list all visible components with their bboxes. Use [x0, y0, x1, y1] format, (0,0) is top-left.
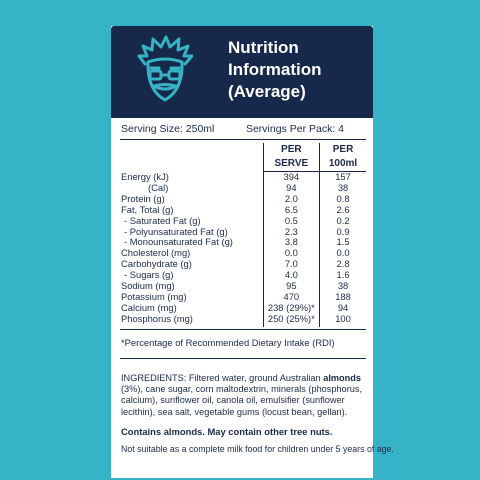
ingredients-text: INGREDIENTS: Filtered water, ground Aust… — [120, 357, 366, 418]
per-serve-value: 250 (25%)* — [262, 313, 320, 327]
table-row: (Cal) 94 38 — [120, 181, 366, 194]
table-row: - Monounsaturated Fat (g) 3.8 1.5 — [120, 236, 366, 249]
per-serve-value: 4.0 — [262, 269, 320, 282]
nutrient-name: Energy (kJ) — [121, 170, 169, 182]
title-line-1: Nutrition — [228, 38, 299, 57]
per-100ml-value: 2.6 — [319, 204, 366, 216]
table-row: Potassium (mg) 470 188 — [120, 290, 366, 303]
per-serve-value: 238 (29%)* — [262, 302, 320, 314]
servings-per-pack: Servings Per Pack: 4 — [245, 123, 344, 135]
nutrient-name: Potassium (mg) — [121, 290, 187, 302]
title-line-2: Information — [228, 60, 322, 79]
per-serve-value: 2.0 — [262, 193, 320, 205]
allergen-statement: Contains almonds. May contain other tree… — [121, 425, 333, 437]
nutrient-name: - Monounsaturated Fat (g) — [124, 236, 233, 248]
per-100ml-value: 38 — [319, 280, 366, 292]
label-title: Nutrition Information (Average) — [228, 37, 322, 103]
per-100ml-value: 1.6 — [319, 269, 366, 282]
per-100ml-value: 100 — [319, 313, 366, 327]
title-line-3: (Average) — [228, 82, 306, 101]
table-row: Calcium (mg) 238 (29%)* 94 — [120, 301, 366, 314]
per-serve-value: 95 — [262, 280, 320, 292]
per-serve-value: 94 — [262, 182, 320, 194]
nutrient-name: Cholesterol (mg) — [121, 247, 191, 259]
per-100ml-value: 0.0 — [319, 247, 366, 260]
nutrition-label: Nutrition Information (Average) Serving … — [111, 26, 394, 478]
nutrient-name: - Sugars (g) — [124, 269, 174, 281]
per-serve-value: 394 — [262, 171, 320, 183]
per-serve-header: PER SERVE — [262, 143, 320, 172]
per-100ml-value: 0.2 — [319, 215, 366, 227]
per-serve-value: 2.3 — [262, 226, 320, 238]
per-serve-value: 0.5 — [262, 215, 320, 227]
table-row: Phosphorus (mg) 250 (25%)* 100 — [120, 312, 366, 327]
nutrient-name: Protein (g) — [121, 192, 165, 204]
per-100ml-value: 94 — [319, 302, 366, 314]
table-row: Cholesterol (mg) 0.0 0.0 — [120, 247, 366, 260]
table-row: - Sugars (g) 4.0 1.6 — [120, 269, 366, 282]
nutrient-name: Calcium (mg) — [121, 301, 177, 313]
nutrition-table: PER SERVE PER 100ml Energy (kJ) 394 157 (Ca… — [120, 143, 366, 327]
table-row: - Polyunsaturated Fat (g) 2.3 0.9 — [120, 225, 366, 238]
rdi-footnote: *Percentage of Recommended Dietary Intak… — [121, 336, 335, 348]
nutrient-column-header — [120, 143, 263, 172]
ingredients-suffix: (3%), cane sugar, corn maltodextrin, min… — [121, 383, 363, 417]
table-row: Energy (kJ) 394 157 — [120, 170, 366, 183]
serving-size: Serving Size: 250ml — [121, 123, 215, 135]
per-serve-value: 470 — [262, 291, 320, 303]
label-header: Nutrition Information (Average) — [111, 26, 373, 118]
per-100ml-value: 2.8 — [319, 258, 366, 271]
ingredients-prefix: INGREDIENTS: Filtered water, ground Aust… — [121, 372, 324, 383]
per-100ml-value: 0.9 — [319, 226, 366, 238]
per-serve-value: 3.8 — [262, 237, 320, 249]
per-100ml-value: 157 — [319, 171, 366, 183]
per-100ml-value: 38 — [319, 182, 366, 194]
table-row: Sodium (mg) 95 38 — [120, 280, 366, 292]
table-divider — [120, 328, 366, 330]
nutrient-name: Sodium (mg) — [121, 280, 175, 292]
nutrient-name: Phosphorus (mg) — [121, 312, 193, 324]
nutrient-name: Carbohydrate (g) — [121, 258, 192, 270]
ingredients-bold: almonds — [323, 372, 361, 383]
label-body: Serving Size: 250ml Servings Per Pack: 4… — [120, 122, 394, 454]
table-row: - Saturated Fat (g) 0.5 0.2 — [120, 214, 366, 227]
per-serve-value: 6.5 — [262, 204, 320, 216]
serving-info: Serving Size: 250ml Servings Per Pack: 4 — [120, 122, 366, 140]
per-100ml-value: 188 — [319, 291, 366, 303]
table-header-row: PER SERVE PER 100ml — [120, 143, 366, 172]
per-100ml-value: 0.8 — [319, 193, 366, 205]
age-warning: Not suitable as a complete milk food for… — [121, 443, 394, 454]
per-serve-value: 7.0 — [262, 258, 320, 271]
table-row: Protein (g) 2.0 0.8 — [120, 192, 366, 205]
nutrient-name: Fat, Total (g) — [121, 203, 174, 215]
per-serve-value: 0.0 — [262, 247, 320, 260]
nutrient-name: (Cal) — [148, 181, 169, 193]
nutrient-name: - Polyunsaturated Fat (g) — [124, 225, 228, 237]
table-row: Carbohydrate (g) 7.0 2.8 — [120, 258, 366, 271]
per-100ml-header: PER 100ml — [319, 143, 366, 172]
scientist-mascot-icon — [137, 35, 193, 102]
per-100ml-value: 1.5 — [319, 237, 366, 249]
nutrient-name: - Saturated Fat (g) — [124, 214, 201, 226]
table-row: Fat, Total (g) 6.5 2.6 — [120, 203, 366, 216]
